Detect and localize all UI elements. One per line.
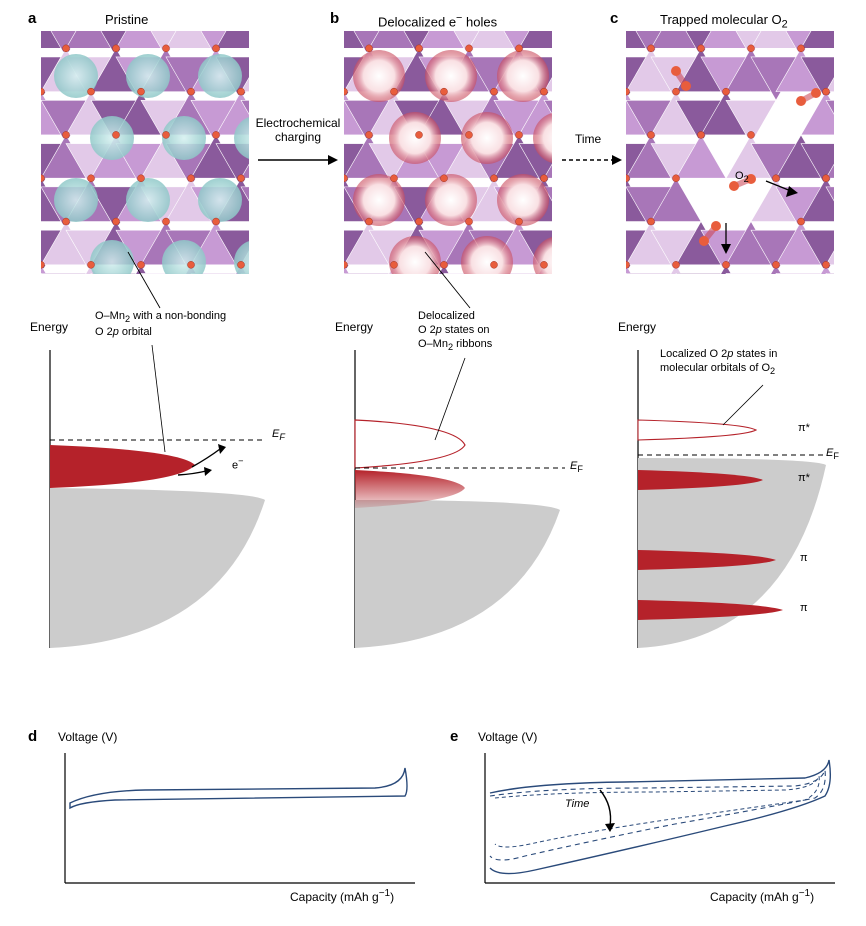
lattice-a xyxy=(40,30,250,275)
pi-star-2: π* xyxy=(798,472,810,484)
energy-diag-b xyxy=(345,340,595,660)
arrow-label-time: Time xyxy=(575,132,601,146)
arrow-time xyxy=(560,150,625,170)
energy-axis-a: Energy xyxy=(30,320,68,334)
pi-2: π xyxy=(800,602,808,614)
label-a-orbital: O–Mn2 with a non-bondingO 2p orbital xyxy=(95,310,226,339)
lattice-c xyxy=(625,30,835,275)
title-delocalized: Delocalized e− holes xyxy=(378,12,497,29)
voltage-plot-d xyxy=(55,748,425,896)
energy-diag-c xyxy=(628,340,853,660)
title-trapped: Trapped molecular O2 xyxy=(660,12,788,31)
energy-axis-c: Energy xyxy=(618,320,656,334)
capacity-axis-d: Capacity (mAh g−1) xyxy=(290,888,394,904)
o2-label: O2 xyxy=(735,170,749,184)
voltage-axis-d: Voltage (V) xyxy=(58,730,117,744)
time-label-e: Time xyxy=(565,798,589,810)
panel-label-e: e xyxy=(450,728,458,745)
energy-diag-a xyxy=(40,340,290,660)
capacity-axis-e: Capacity (mAh g−1) xyxy=(710,888,814,904)
callout-a xyxy=(110,250,210,315)
ef-c: EF xyxy=(826,447,839,461)
ef-b: EF xyxy=(570,460,583,474)
arrow-electrochemical xyxy=(256,150,341,170)
arrow-label-electrochemical: Electrochemicalcharging xyxy=(252,116,344,145)
panel-label-b: b xyxy=(330,10,339,27)
panel-label-a: a xyxy=(28,10,36,27)
energy-axis-b: Energy xyxy=(335,320,373,334)
title-pristine: Pristine xyxy=(105,12,148,27)
ef-a: EF xyxy=(272,428,285,442)
pi-star-1: π* xyxy=(798,422,810,434)
lattice-b xyxy=(343,30,553,275)
pi-1: π xyxy=(800,552,808,564)
voltage-plot-e xyxy=(475,748,845,896)
electron-a: e− xyxy=(232,456,243,472)
panel-label-d: d xyxy=(28,728,37,745)
voltage-axis-e: Voltage (V) xyxy=(478,730,537,744)
panel-label-c: c xyxy=(610,10,618,27)
